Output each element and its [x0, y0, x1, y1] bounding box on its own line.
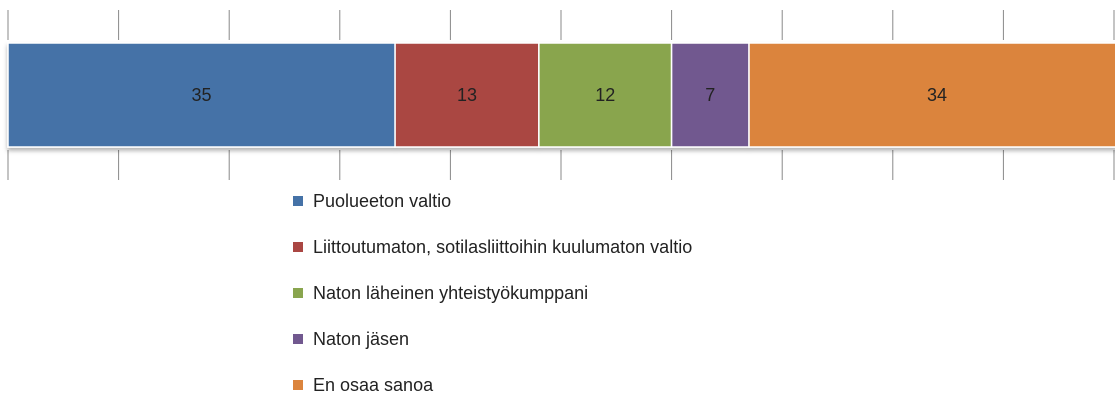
bar-segment [670, 42, 750, 148]
data-label: 7 [705, 85, 715, 105]
data-label: 12 [595, 85, 615, 105]
labels: 35 13 12 7 34 [192, 85, 948, 105]
legend-label: Puolueeton valtio [313, 191, 451, 211]
bar-segment [538, 42, 673, 148]
legend-label: En osaa sanoa [313, 375, 434, 395]
legend-label: Liittoutumaton, sotilasliittoihin kuulum… [313, 237, 692, 257]
legend-swatch [293, 334, 303, 344]
axis [7, 10, 1115, 180]
legend-swatch [293, 242, 303, 252]
legend-label: Naton jäsen [313, 329, 409, 349]
data-label: 34 [927, 85, 947, 105]
data-label: 35 [192, 85, 212, 105]
data-label: 13 [457, 85, 477, 105]
legend: Puolueeton valtio Liittoutumaton, sotilas… [293, 191, 692, 395]
legend-swatch [293, 380, 303, 390]
legend-label: Naton läheinen yhteistyökumppani [313, 283, 588, 303]
bar-segment [394, 42, 540, 148]
bar-segment [7, 42, 396, 148]
legend-swatch [293, 288, 303, 298]
legend-swatch [293, 196, 303, 206]
bar-group [7, 42, 1115, 148]
bar-segment [748, 42, 1115, 148]
